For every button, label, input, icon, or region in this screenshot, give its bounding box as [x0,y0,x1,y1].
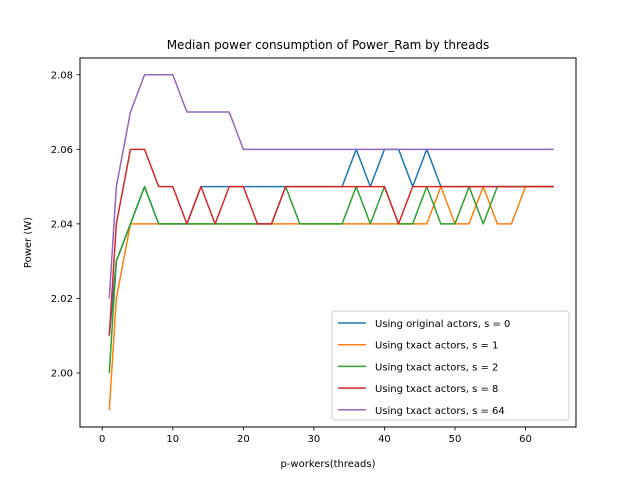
y-tick-label: 2.06 [51,145,73,156]
ticks-layer: 0 10 20 30 40 50 60 2.00 2.02 2.04 2.06 2.08 [51,70,532,445]
x-axis-label: p-workers(threads) [280,459,375,470]
x-tick-label: 10 [166,434,179,445]
legend-label-3: Using txact actors, s = 2 [375,362,498,373]
legend-label-5: Using txact actors, s = 64 [375,406,505,417]
y-tick-label: 2.00 [51,368,73,379]
series-layer [108,74,554,411]
y-axis-label: Power (W) [23,217,34,268]
x-tick-label: 30 [308,434,321,445]
series-line-5 [108,74,554,299]
legend-label-2: Using txact actors, s = 1 [375,341,498,352]
x-tick-label: 20 [237,434,250,445]
x-tick-label: 60 [519,434,532,445]
legend: Using original actors, s = 0 Using txact … [331,310,570,421]
series-line-3 [108,185,554,373]
plot-frame [79,57,577,428]
x-tick-label: 40 [378,434,391,445]
x-tick-label: 50 [449,434,462,445]
y-tick-label: 2.02 [51,294,73,305]
chart-title: Median power consumption of Power_Ram by… [167,38,490,52]
series-line-4 [108,148,554,336]
x-tick-label: 0 [99,434,105,445]
legend-box [331,310,570,421]
y-tick-label: 2.08 [51,70,73,81]
legend-label-4: Using txact actors, s = 8 [375,384,498,395]
legend-label-1: Using original actors, s = 0 [375,319,510,330]
y-tick-label: 2.04 [51,219,73,230]
